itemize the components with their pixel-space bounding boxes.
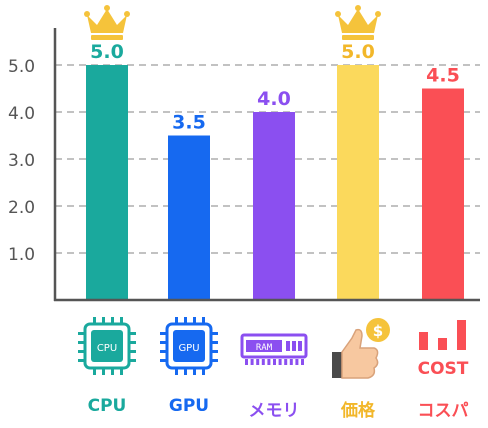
bar: [86, 65, 128, 300]
data-label: 5.0: [90, 41, 124, 63]
cost-bar: [419, 332, 428, 350]
chip-pin: [78, 350, 85, 353]
chip-pin: [120, 368, 123, 375]
ram-pin: [289, 359, 293, 365]
cost-bars-icon: COST: [418, 320, 469, 379]
chip-pin: [93, 368, 96, 375]
ram-pin: [267, 359, 271, 365]
ram-pin: [245, 359, 248, 365]
chip-pin: [193, 317, 196, 324]
y-tick-label: 4.0: [8, 104, 35, 124]
crown-icon: [84, 5, 130, 40]
crown-icon: [335, 5, 381, 40]
coin: [366, 318, 390, 342]
y-tick-label: 5.0: [8, 57, 35, 77]
cost-bar: [438, 338, 447, 350]
data-label: 5.0: [341, 41, 375, 63]
chip-text: CPU: [97, 343, 117, 354]
chip-pin: [111, 368, 114, 375]
chip-pin: [160, 341, 167, 344]
bar: [168, 135, 210, 300]
ram-chip: [292, 341, 296, 351]
bar: [337, 65, 379, 300]
ram-pin: [273, 359, 276, 365]
chip-pin: [120, 317, 123, 324]
chip-pin: [129, 341, 136, 344]
thumbs-up-coin-icon: $: [332, 318, 390, 379]
chip-pin: [160, 350, 167, 353]
crown-jewel: [104, 5, 110, 11]
chip-pin: [93, 317, 96, 324]
ram-chip: [298, 341, 302, 351]
chip-pin: [175, 368, 178, 375]
chip-pin: [202, 368, 205, 375]
y-tick-label: 3.0: [8, 151, 35, 171]
x-category-label: GPU: [168, 396, 210, 416]
cpu-chip-icon: CPU: [78, 317, 136, 375]
chip-pin: [202, 317, 205, 324]
x-category-label: CPU: [87, 396, 127, 416]
crown-jewel: [375, 11, 381, 17]
chip-pin: [193, 368, 196, 375]
data-label: 4.0: [257, 88, 291, 110]
ram-pin: [250, 359, 254, 365]
chip-pin: [129, 332, 136, 335]
chip-pin: [211, 359, 218, 362]
chip-pin: [111, 317, 114, 324]
crown-body: [87, 9, 127, 33]
ram-pin: [261, 359, 265, 365]
ram-module-icon: RAM: [240, 333, 308, 365]
y-tick-label: 1.0: [8, 245, 35, 265]
ram-pin: [256, 359, 260, 365]
chip-pin: [211, 350, 218, 353]
ram-pin: [295, 359, 299, 365]
chip-pin: [211, 332, 218, 335]
y-tick-label: 2.0: [8, 198, 35, 218]
gpu-chip-icon: GPU: [160, 317, 218, 375]
crown-jewel: [355, 5, 361, 11]
chip-core: [173, 330, 205, 362]
chip-pin: [102, 368, 105, 375]
chip-pin: [211, 341, 218, 344]
bar: [253, 112, 295, 300]
chip-pin: [175, 317, 178, 324]
ram-chip: [286, 341, 290, 351]
x-category-label: コスパ: [417, 401, 469, 421]
ram-pin: [284, 359, 288, 365]
chip-pin: [78, 341, 85, 344]
crown-band: [91, 35, 123, 40]
crown-jewel: [124, 11, 130, 17]
crown-band: [342, 35, 374, 40]
data-label: 3.5: [172, 112, 206, 134]
coin-text: $: [373, 322, 383, 340]
ram-pin: [278, 359, 282, 365]
chip-pin: [184, 317, 187, 324]
ram-label-bg: [246, 340, 282, 352]
x-category-label: メモリ: [248, 401, 300, 421]
cost-bar: [457, 320, 466, 350]
chip-pin: [78, 332, 85, 335]
chip-pin: [78, 359, 85, 362]
chip-core: [91, 330, 123, 362]
data-label: 4.5: [426, 65, 460, 87]
chip-text: GPU: [178, 343, 199, 354]
crown-body: [338, 9, 378, 33]
ram-pin: [301, 359, 304, 365]
thumb-hand: [341, 328, 379, 379]
chip-pin: [129, 350, 136, 353]
chip-pin: [129, 359, 136, 362]
crown-jewel: [84, 11, 90, 17]
crown-jewel: [335, 11, 341, 17]
chip-pin: [102, 317, 105, 324]
ram-text: RAM: [256, 343, 273, 353]
bar: [422, 88, 464, 300]
x-category-label: 価格: [341, 401, 375, 421]
chip-pin: [160, 359, 167, 362]
chip-pin: [184, 368, 187, 375]
thumb-sleeve: [332, 352, 342, 378]
cost-text: COST: [418, 359, 469, 379]
chip-pin: [160, 332, 167, 335]
